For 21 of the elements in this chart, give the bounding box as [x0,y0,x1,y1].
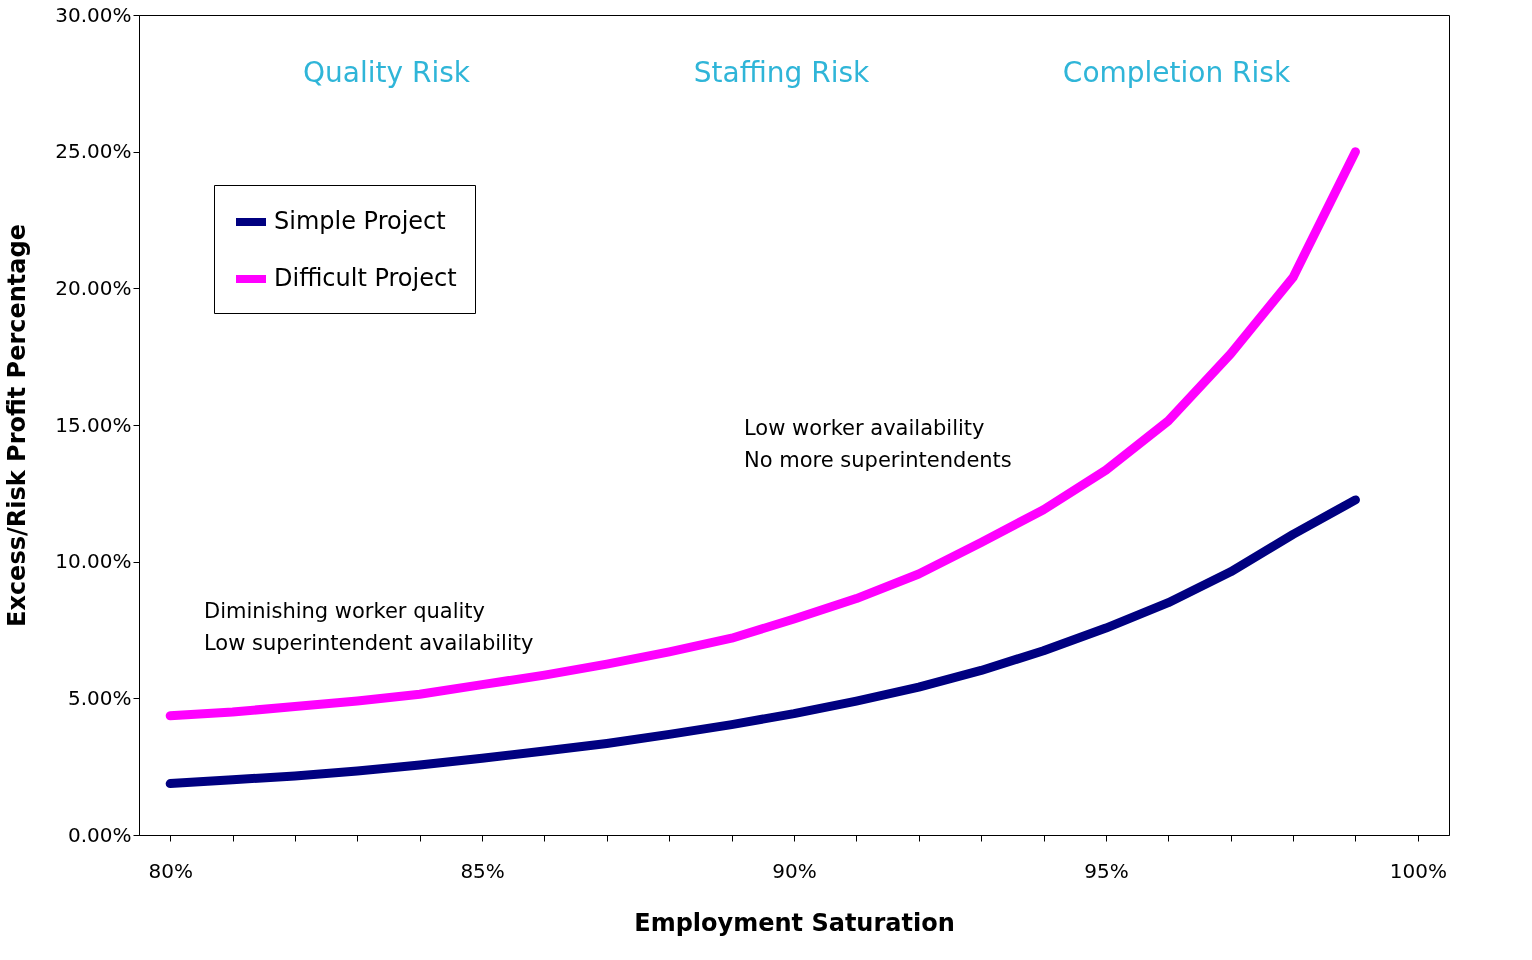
y-tick-label: 5.00% [67,685,132,710]
annotation: Staffing Risk [693,56,870,89]
y-tick-label: 10.00% [55,549,132,574]
annotation: Completion Risk [1062,56,1291,89]
annotation: Diminishing worker quality Low superintendent availability [204,599,534,655]
legend-label: Simple Project [274,207,446,235]
annotation: Low worker availability No more superintendents [744,416,1012,472]
annotation: Quality Risk [303,56,471,89]
x-tick-label: 90% [772,858,817,883]
x-tick-label: 95% [1084,858,1129,883]
y-tick-label: 0.00% [67,822,132,847]
y-tick-label: 15.00% [55,412,132,437]
y-tick-label: 25.00% [55,139,132,164]
x-tick-label: 85% [460,858,505,883]
x-axis-title: Employment Saturation [634,908,955,937]
x-tick-label: 100% [1389,858,1447,883]
x-tick-label: 80% [148,858,193,883]
y-axis-title: Excess/Risk Profit Percentage [3,224,32,627]
y-tick-label: 20.00% [55,275,132,300]
y-tick-label: 30.00% [55,2,132,27]
legend-label: Difficult Project [274,264,457,292]
